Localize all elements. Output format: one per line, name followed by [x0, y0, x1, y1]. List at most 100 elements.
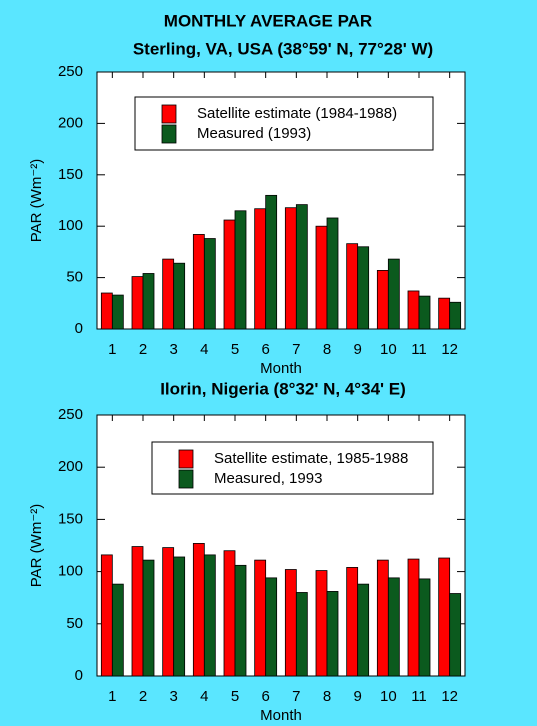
bar: [387, 577, 400, 677]
bar: [131, 546, 144, 677]
bar: [265, 194, 278, 330]
x-tick-label: 3: [169, 688, 177, 705]
bar: [284, 569, 297, 677]
bar: [100, 292, 113, 330]
y-axis-label: PAR (Wm⁻²): [28, 504, 45, 587]
bar: [203, 554, 216, 677]
y-tick-label: 200: [58, 458, 83, 475]
bar: [173, 262, 186, 330]
bar: [254, 559, 267, 677]
bar: [376, 559, 389, 677]
x-tick-label: 3: [169, 341, 177, 358]
legend: [134, 96, 434, 151]
y-tick-label: 50: [66, 269, 83, 286]
bar: [346, 243, 359, 330]
x-tick-label: 7: [292, 688, 300, 705]
y-tick-label: 100: [58, 217, 83, 234]
bar: [142, 559, 155, 677]
bar: [376, 270, 389, 330]
bar: [234, 564, 247, 677]
legend-label: Measured (1993): [197, 125, 311, 142]
bar: [315, 225, 328, 330]
y-tick-label: 100: [58, 563, 83, 580]
x-tick-label: 8: [323, 688, 331, 705]
legend-label: Satellite estimate (1984-1988): [197, 105, 397, 122]
y-tick-label: 200: [58, 114, 83, 131]
legend-label: Satellite estimate, 1985-1988: [214, 450, 408, 467]
y-tick-label: 150: [58, 166, 83, 183]
chart-subtitle: Sterling, VA, USA (38°59' N, 77°28' W): [133, 39, 433, 58]
bar: [100, 554, 113, 677]
bar: [346, 567, 359, 677]
bar: [131, 276, 144, 330]
legend-swatch: [161, 124, 177, 144]
bar: [407, 558, 420, 677]
bar: [111, 583, 124, 677]
bar: [173, 556, 186, 677]
x-tick-label: 2: [139, 341, 147, 358]
x-tick-label: 1: [108, 341, 116, 358]
x-tick-label: 12: [441, 688, 458, 705]
x-tick-label: 11: [411, 341, 427, 358]
bar: [418, 578, 431, 677]
bar: [418, 295, 431, 330]
x-tick-label: 2: [139, 688, 147, 705]
x-tick-label: 12: [441, 341, 458, 358]
bar: [162, 258, 175, 330]
x-tick-label: 6: [261, 341, 269, 358]
bar: [111, 294, 124, 330]
bar: [407, 290, 420, 330]
chart-title: MONTHLY AVERAGE PAR: [164, 11, 372, 30]
x-axis-label: Month: [260, 360, 302, 377]
bar: [438, 557, 451, 677]
y-tick-label: 0: [75, 320, 83, 337]
x-tick-label: 11: [411, 688, 427, 705]
y-tick-label: 50: [66, 615, 83, 632]
legend: [151, 441, 434, 495]
x-tick-label: 4: [200, 688, 208, 705]
bar: [142, 273, 155, 330]
bar: [223, 219, 236, 330]
bar: [387, 258, 400, 330]
bar: [254, 208, 267, 330]
x-tick-label: 4: [200, 341, 208, 358]
bar: [192, 543, 205, 677]
legend-label: Measured, 1993: [214, 470, 322, 487]
bar: [315, 570, 328, 677]
x-tick-label: 10: [380, 688, 397, 705]
x-tick-label: 9: [353, 688, 361, 705]
bar: [295, 204, 308, 330]
bar: [223, 550, 236, 677]
legend-swatch: [178, 449, 194, 469]
bar: [295, 592, 308, 677]
y-axis-label: PAR (Wm⁻²): [28, 159, 45, 242]
bar: [357, 583, 370, 677]
bar: [326, 591, 339, 677]
chart-subtitle: Ilorin, Nigeria (8°32' N, 4°34' E): [160, 379, 406, 398]
legend-swatch: [161, 104, 177, 124]
bar: [162, 547, 175, 677]
y-tick-label: 250: [58, 406, 83, 423]
x-tick-label: 5: [231, 688, 239, 705]
x-tick-label: 9: [353, 341, 361, 358]
bar: [449, 301, 462, 330]
bar: [326, 217, 339, 330]
bar: [234, 210, 247, 330]
bar: [265, 577, 278, 677]
x-axis-label: Month: [260, 707, 302, 724]
x-tick-label: 6: [261, 688, 269, 705]
bar: [203, 238, 216, 330]
bar: [438, 297, 451, 330]
y-tick-label: 150: [58, 510, 83, 527]
x-tick-label: 5: [231, 341, 239, 358]
legend-swatch: [178, 469, 194, 489]
x-tick-label: 1: [108, 688, 116, 705]
x-tick-label: 8: [323, 341, 331, 358]
x-tick-label: 7: [292, 341, 300, 358]
bar: [284, 207, 297, 330]
bar: [192, 234, 205, 330]
bar: [449, 593, 462, 677]
x-tick-label: 10: [380, 341, 397, 358]
